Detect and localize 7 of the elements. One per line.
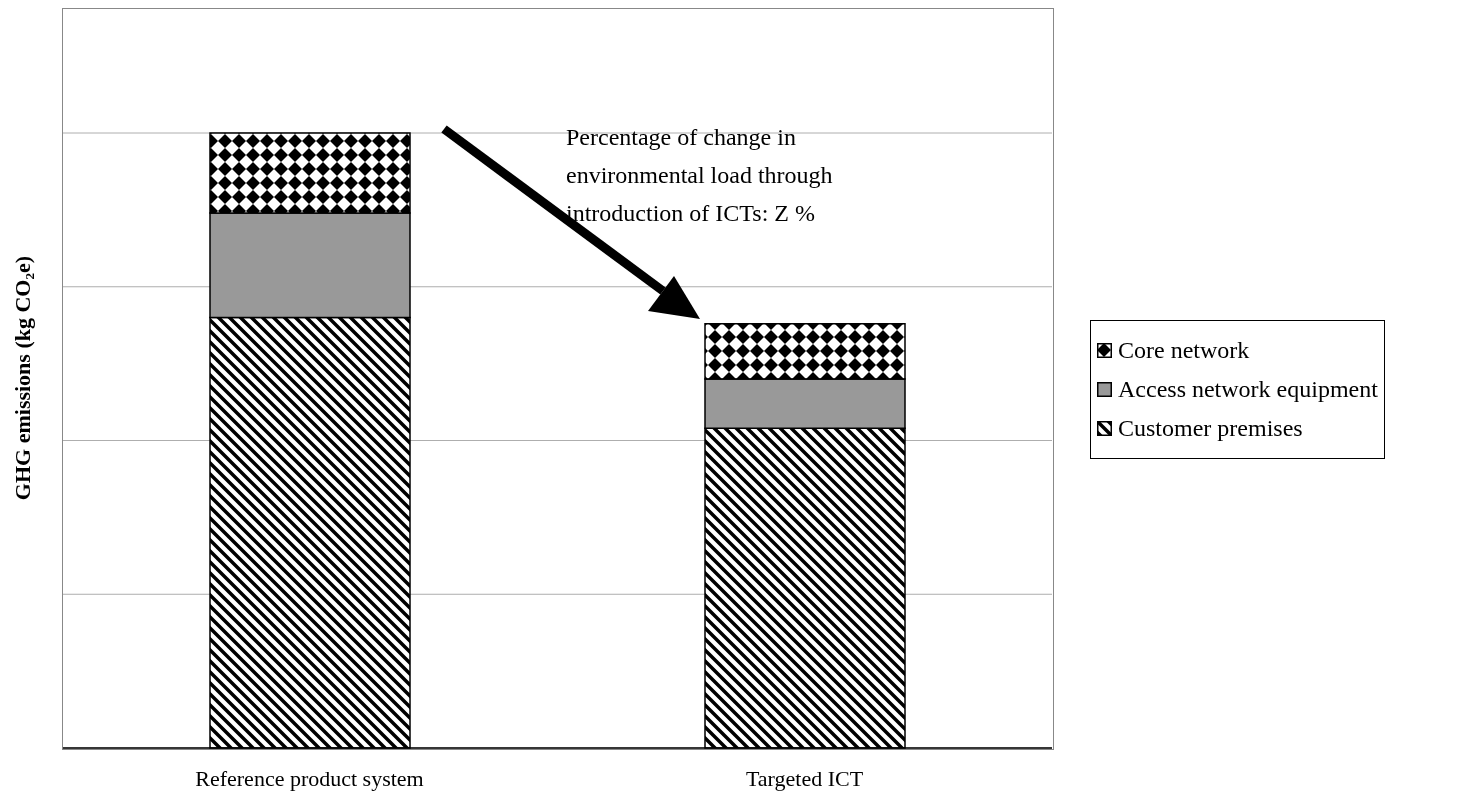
- legend-label: Customer premises: [1118, 415, 1303, 442]
- legend-label: Core network: [1118, 337, 1250, 364]
- annotation: Percentage of change in environmental load through introduction of ICTs: Z %: [566, 123, 834, 228]
- x-tick-label: Reference product system: [195, 765, 424, 791]
- legend-label: Access network equipment: [1118, 376, 1378, 403]
- y-axis-title: GHG emissions (kg CO₂e): [9, 255, 35, 501]
- x-tick-label: Targeted ICT: [745, 765, 864, 791]
